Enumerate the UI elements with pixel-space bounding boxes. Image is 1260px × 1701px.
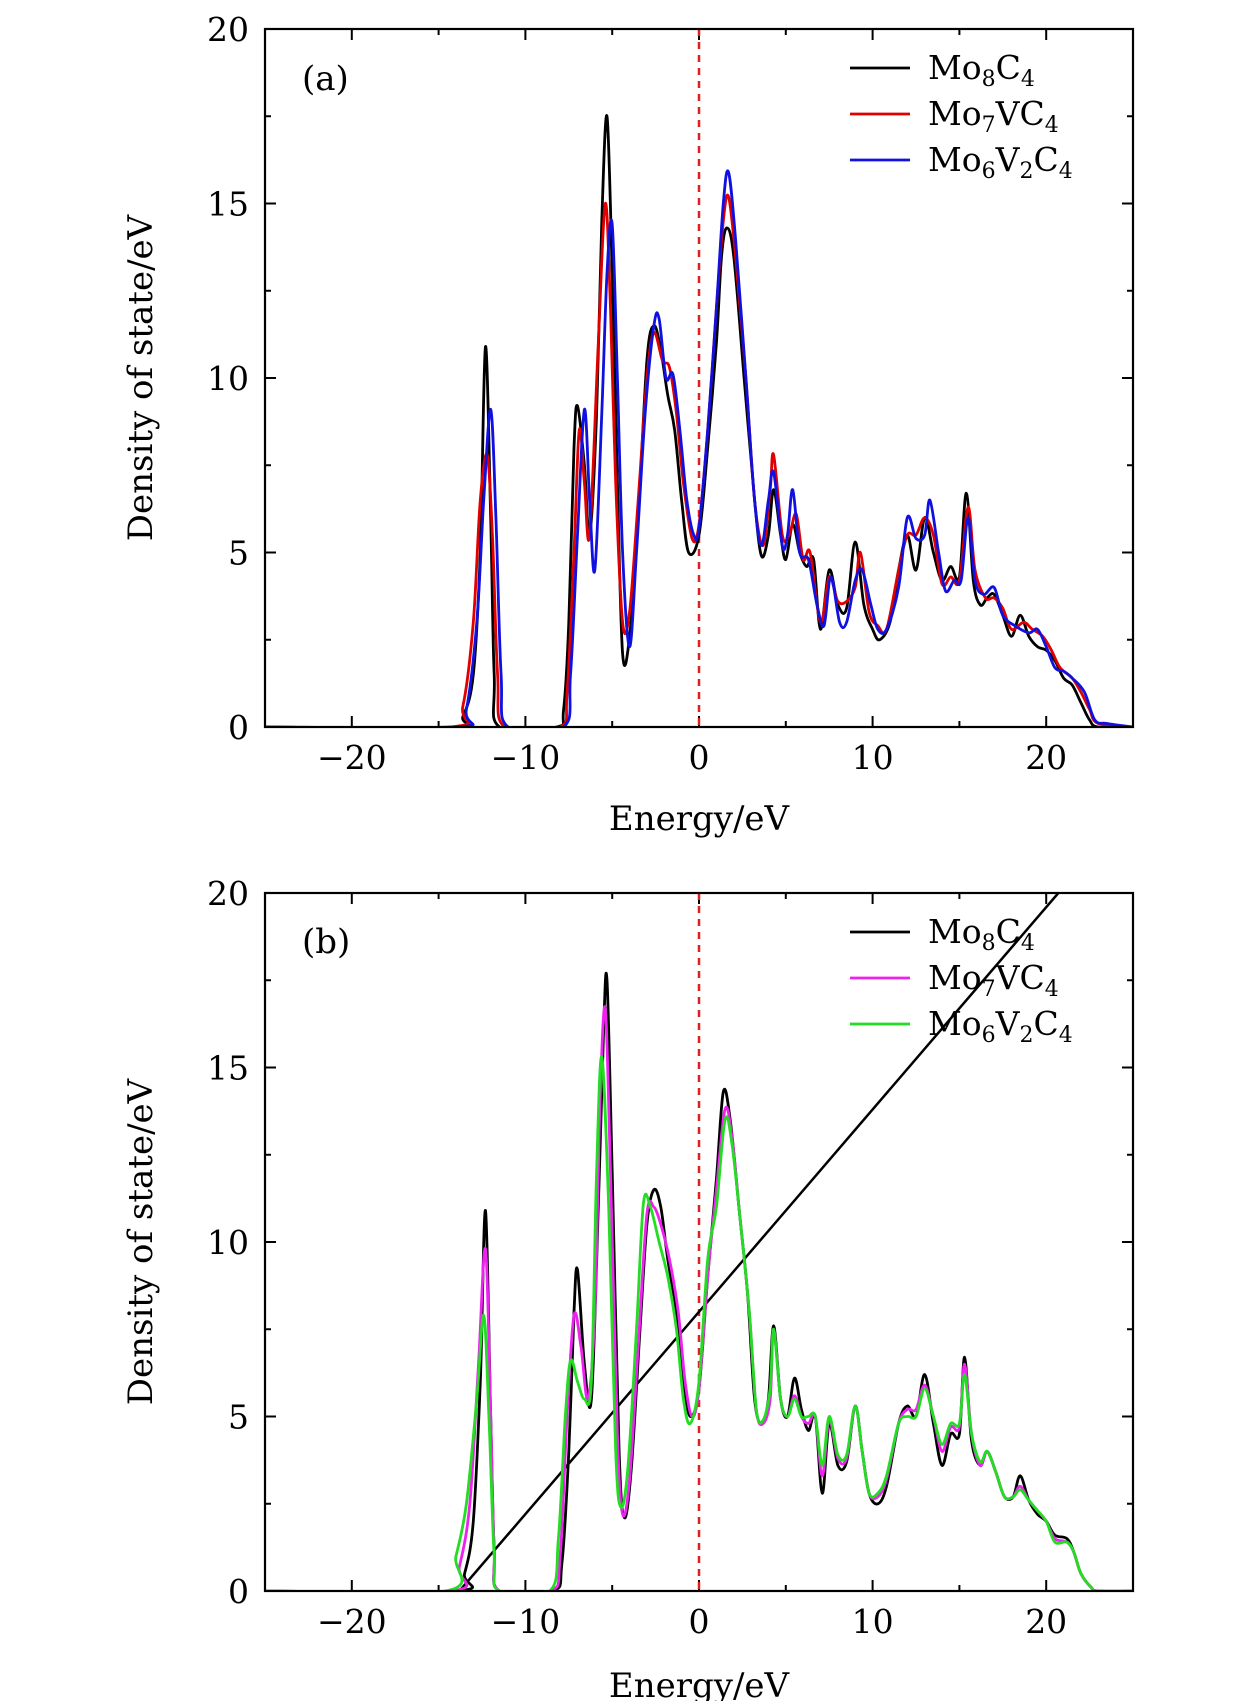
x-tick-label: −20 (317, 738, 387, 777)
legend-label: Mo6V2C4 (928, 1004, 1073, 1048)
legend-label: Mo7VC4 (928, 958, 1059, 1002)
x-tick-label: 0 (689, 738, 710, 777)
legend-label-subscript: 6 (982, 159, 996, 184)
legend-label-subscript: 4 (1059, 159, 1073, 184)
legend-label-part: Mo (928, 912, 982, 951)
panel-label: (a) (302, 59, 349, 99)
chart-panel-b: −20 −10 0 10 20 0 5 10 15 20 Energy/eV Density of s… (121, 874, 1135, 1701)
legend-label-subscript: 4 (1045, 977, 1059, 1002)
legend-label-subscript: 8 (982, 67, 996, 92)
legend-label: Mo6V2C4 (928, 140, 1073, 184)
series-line-Mo8C4 (265, 114, 1133, 727)
legend-label-part: C (996, 912, 1021, 951)
x-axis-title: Energy/eV (609, 1666, 791, 1701)
y-tick-label: 10 (207, 359, 249, 398)
legend-label-subscript: 6 (982, 1023, 996, 1048)
x-tick-label: −10 (491, 1602, 561, 1641)
legend-label-part: C (1034, 140, 1059, 179)
legend-label-subscript: 7 (982, 977, 996, 1002)
y-tick-label: 0 (228, 708, 249, 747)
plot-frame (263, 27, 1135, 729)
legend-label-subscript: 4 (1021, 931, 1035, 956)
y-tick-label: 20 (207, 874, 249, 913)
legend-label-subscript: 4 (1045, 113, 1059, 138)
legend-label-subscript: 4 (1021, 67, 1035, 92)
legend-label-subscript: 8 (982, 931, 996, 956)
x-tick-label: 0 (689, 1602, 710, 1641)
y-tick-label: 15 (207, 185, 249, 224)
x-tick-label: 10 (852, 738, 894, 777)
legend-label-part: Mo (928, 48, 982, 87)
plot-area (265, 893, 1133, 1591)
legend-label-part: V (995, 140, 1021, 179)
legend-label-part: Mo (928, 958, 982, 997)
legend-label: Mo8C4 (928, 912, 1035, 956)
x-tick-label: −20 (317, 1602, 387, 1641)
plot-area (265, 29, 1133, 727)
legend-label-part: Mo (928, 1004, 982, 1043)
series-line-Mo6V2C4 (265, 169, 1133, 727)
y-tick-label: 5 (228, 534, 249, 573)
x-tick-label: 20 (1025, 1602, 1067, 1641)
x-tick-label: 10 (852, 1602, 894, 1641)
panel-label: (b) (302, 922, 350, 962)
legend-label-subscript: 2 (1020, 159, 1034, 184)
x-tick-label: 20 (1025, 738, 1067, 777)
legend-label-subscript: 4 (1059, 1023, 1073, 1048)
y-tick-label: 5 (228, 1398, 249, 1437)
y-axis-title: Density of state/eV (121, 213, 161, 541)
legend-label-part: V (995, 1004, 1021, 1043)
x-axis-title: Energy/eV (609, 799, 791, 839)
series-line-Mo6V2C4 (265, 1055, 1133, 1591)
y-tick-label: 10 (207, 1223, 249, 1262)
diagonal-line (458, 893, 1060, 1591)
legend-label-part: C (1034, 1004, 1059, 1043)
y-axis-title: Density of state/eV (121, 1077, 161, 1405)
y-tick-label: 15 (207, 1049, 249, 1088)
legend-label-subscript: 7 (982, 113, 996, 138)
legend-label-subscript: 2 (1020, 1023, 1034, 1048)
x-tick-label: −10 (491, 738, 561, 777)
legend-label-part: Mo (928, 94, 982, 133)
legend-label-part: VC (995, 958, 1045, 997)
y-tick-label: 0 (228, 1572, 249, 1611)
legend-label: Mo8C4 (928, 48, 1035, 92)
legend-label-part: VC (995, 94, 1045, 133)
plot-frame (263, 891, 1135, 1593)
legend-label-part: C (996, 48, 1021, 87)
legend-label-part: Mo (928, 140, 982, 179)
legend-label: Mo7VC4 (928, 94, 1059, 138)
chart-panel-a: −20 −10 0 10 20 0 5 10 15 20 Energy/eV Density of s… (121, 10, 1135, 839)
y-tick-label: 20 (207, 10, 249, 49)
